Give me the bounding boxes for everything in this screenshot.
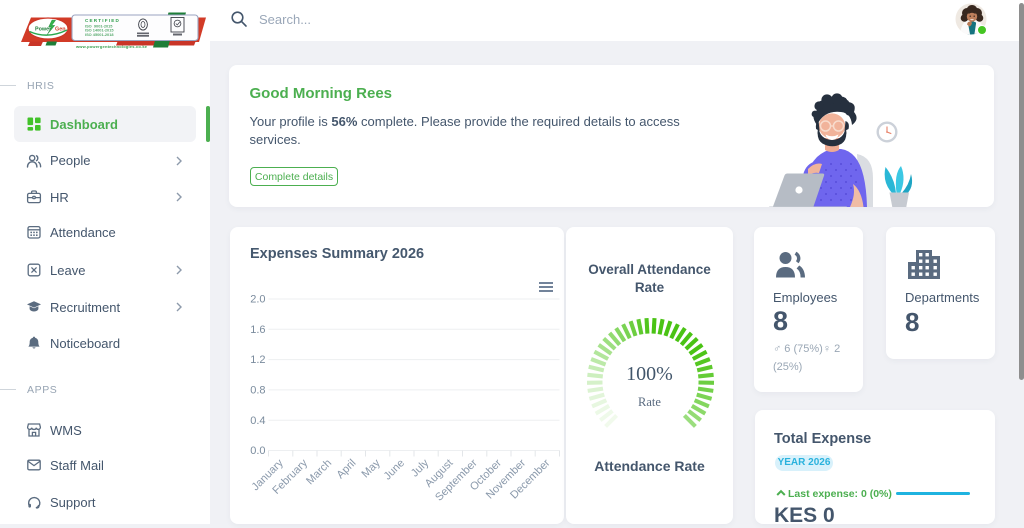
svg-text:2.0: 2.0 bbox=[250, 294, 265, 306]
svg-text:0.4: 0.4 bbox=[250, 415, 265, 427]
svg-text:CERTIFIED: CERTIFIED bbox=[85, 18, 120, 23]
svg-text:May: May bbox=[360, 457, 384, 481]
svg-text:April: April bbox=[334, 457, 358, 481]
svg-text:June: June bbox=[382, 457, 407, 482]
svg-text:www.powergentechnologies.co.ke: www.powergentechnologies.co.ke bbox=[75, 44, 148, 49]
svg-text:ISO 45001-2018: ISO 45001-2018 bbox=[85, 32, 114, 37]
svg-text:1.6: 1.6 bbox=[250, 324, 265, 336]
svg-text:0.0: 0.0 bbox=[250, 445, 265, 457]
svg-text:1.2: 1.2 bbox=[250, 354, 265, 366]
svg-text:March: March bbox=[304, 457, 334, 487]
svg-text:0.8: 0.8 bbox=[250, 385, 265, 397]
